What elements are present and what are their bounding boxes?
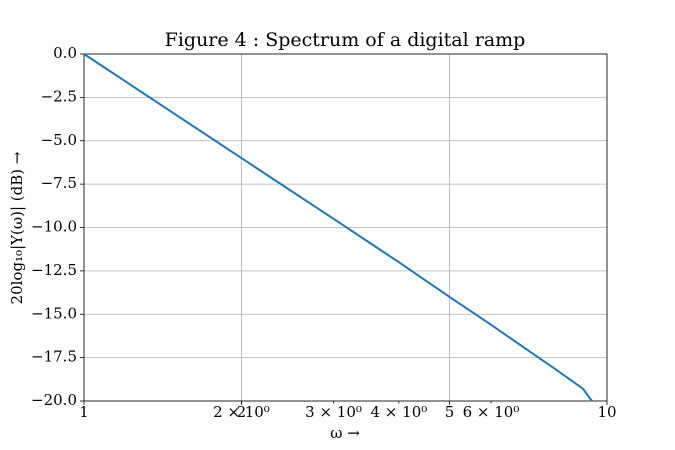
x-axis-label: ω → [330, 424, 360, 442]
y-tick-label: −15.0 [31, 304, 77, 322]
data-line [83, 53, 593, 402]
y-tick-label: −2.5 [41, 87, 77, 105]
y-tick-label: −17.5 [31, 348, 77, 366]
y-tick-label: −12.5 [31, 261, 77, 279]
chart-title: Figure 4 : Spectrum of a digital ramp [165, 29, 526, 51]
x-tick-label: 5 [445, 403, 455, 421]
x-minor-tick-label: 6 × 10⁰ [463, 403, 520, 421]
y-tick-label: −20.0 [31, 391, 77, 409]
x-tick-label: 1 [79, 403, 89, 421]
x-tick-label: 10 [597, 403, 616, 421]
plot-frame [83, 53, 608, 402]
x-minor-tick-label: 2 × 10⁰ [213, 403, 270, 421]
x-minor-tick-label: 4 × 10⁰ [371, 403, 428, 421]
x-minor-tick-label: 3 × 10⁰ [305, 403, 362, 421]
y-tick-label: −5.0 [41, 131, 77, 149]
y-tick-label: −10.0 [31, 218, 77, 236]
x-tick-label: 2 [237, 403, 247, 421]
y-axis-label: 20log₁₀|Y(ω)| (dB) → [8, 151, 26, 304]
y-tick-label: −7.5 [41, 174, 77, 192]
y-tick-label: 0.0 [53, 44, 77, 62]
